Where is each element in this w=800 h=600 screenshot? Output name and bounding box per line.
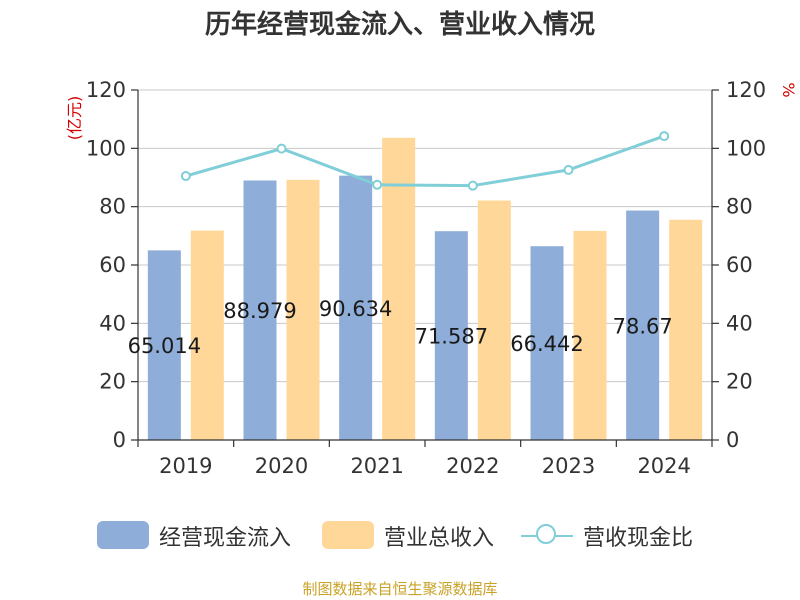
left-tick-label: 100 [86, 136, 126, 160]
point-ratio [180, 171, 191, 182]
point-ratio [467, 180, 478, 191]
legend: 经营现金流入 营业总收入 营收现金比 [0, 516, 800, 556]
data-label-cash-inflow: 66.442 [510, 332, 583, 356]
x-tick-label: 2022 [446, 454, 499, 478]
legend-label-revenue: 营业总收入 [384, 526, 495, 551]
legend-marker-ratio [536, 524, 556, 544]
line-ratio [185, 134, 665, 188]
x-tick-label: 2021 [350, 454, 403, 478]
data-label-cash-inflow: 78.67 [613, 314, 673, 338]
bar-cash-inflow [147, 250, 181, 440]
x-tick-label: 2020 [255, 454, 308, 478]
left-tick-label: 40 [99, 311, 126, 335]
right-tick-label: 0 [726, 428, 739, 452]
point-ratio [563, 164, 574, 175]
bar-revenue [477, 200, 511, 440]
bar-cash-inflow [434, 231, 468, 440]
left-tick-label: 80 [99, 195, 126, 219]
left-tick-label: 20 [99, 370, 126, 394]
right-tick-label: 40 [726, 311, 753, 335]
data-label-cash-inflow: 65.014 [128, 334, 201, 358]
legend-swatch-cash-inflow [97, 521, 149, 549]
bar-revenue [382, 137, 416, 441]
data-label-cash-inflow: 71.587 [415, 325, 488, 349]
right-tick-label: 80 [726, 195, 753, 219]
right-tick-label: 20 [726, 370, 753, 394]
point-ratio [372, 179, 383, 190]
chart-title: 历年经营现金流入、营业收入情况 [204, 10, 595, 40]
right-tick-label: 60 [726, 253, 753, 277]
bar-cash-inflow [626, 210, 660, 440]
legend-label-cash-inflow: 经营现金流入 [159, 526, 292, 551]
right-axis-title: % [779, 82, 798, 97]
x-tick-label: 2024 [637, 454, 690, 478]
bar-revenue [190, 230, 224, 440]
point-ratio [659, 131, 670, 142]
bar-cash-inflow [530, 246, 564, 440]
x-tick-label: 2019 [159, 454, 212, 478]
bar-revenue [573, 230, 607, 440]
data-label-cash-inflow: 88.979 [223, 299, 296, 323]
right-tick-label: 120 [726, 78, 766, 102]
footer-source: 制图数据来自恒生聚源数据库 [302, 580, 498, 598]
right-tick-label: 100 [726, 136, 766, 160]
left-tick-label: 60 [99, 253, 126, 277]
bar-revenue [669, 219, 703, 440]
left-tick-label: 120 [86, 78, 126, 102]
x-tick-label: 2023 [542, 454, 595, 478]
point-ratio [276, 143, 287, 154]
bar-cash-inflow [243, 180, 277, 441]
bar-cash-inflow [339, 175, 373, 441]
legend-swatch-revenue [322, 521, 374, 549]
legend-label-ratio: 营收现金比 [583, 526, 694, 551]
data-label-cash-inflow: 90.634 [319, 297, 392, 321]
left-tick-label: 0 [113, 428, 126, 452]
bar-revenue [286, 179, 320, 441]
left-axis-title: (亿元) [65, 96, 84, 141]
